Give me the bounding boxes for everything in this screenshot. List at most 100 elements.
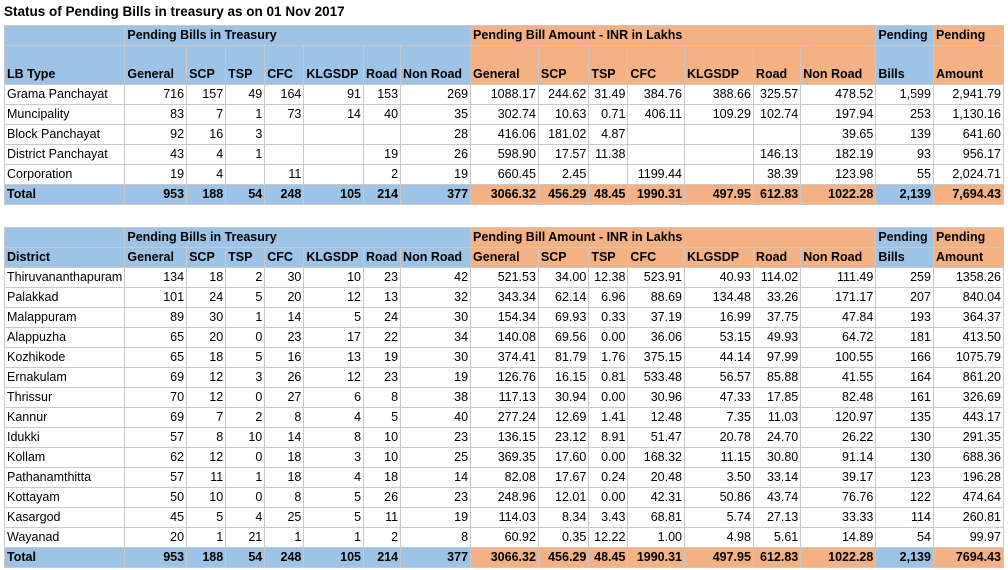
treasury-count-cell: 23 <box>363 267 402 288</box>
amount-value-cell: 82.08 <box>470 467 539 488</box>
amount-value-cell: 44.14 <box>684 347 754 368</box>
amount-value-cell: 182.19 <box>800 144 877 165</box>
pending-amount-cell: 2,024.71 <box>932 164 1005 185</box>
amount-value-cell: 0.71 <box>588 104 629 125</box>
treasury-count-cell: 13 <box>363 287 402 308</box>
treasury-count-cell: 11 <box>264 164 305 185</box>
treasury-count-cell: 5 <box>303 507 365 528</box>
treasury-count-cell: 7 <box>186 407 227 428</box>
amount-value-cell: 40.93 <box>684 267 754 288</box>
amount-value-cell: 325.57 <box>752 84 802 105</box>
pending-amount-header-top: Pending <box>932 227 1005 248</box>
treasury-count-cell: 62 <box>124 447 188 468</box>
amount-value-cell: 37.75 <box>752 307 802 328</box>
treasury-count-cell: 1 <box>303 527 365 548</box>
amount-value-cell: 26.22 <box>800 427 877 448</box>
treasury-count-cell: 248 <box>264 547 305 568</box>
group-header-row: Pending Bills in Treasury Pending Bill Am… <box>3 25 1005 46</box>
amount-value-cell: 0.33 <box>588 307 629 328</box>
amount-value-cell: 64.72 <box>800 327 877 348</box>
treasury-count-cell: 23 <box>363 367 402 388</box>
amount-column-header: Non Road <box>800 45 877 85</box>
amount-value-cell: 69.93 <box>537 307 590 328</box>
amount-value-cell: 88.69 <box>627 287 685 308</box>
amount-value-cell: 11.03 <box>752 407 802 428</box>
amount-value-cell: 171.17 <box>800 287 877 308</box>
amount-value-cell: 12.22 <box>588 527 629 548</box>
amount-value-cell: 56.57 <box>684 367 754 388</box>
treasury-count-cell: 269 <box>400 84 472 105</box>
treasury-count-cell: 25 <box>264 507 305 528</box>
amount-value-cell: 20.78 <box>684 427 754 448</box>
pending-amount-cell: 861.20 <box>932 367 1005 388</box>
amount-value-cell: 388.66 <box>684 84 754 105</box>
treasury-count-cell: 38 <box>400 387 472 408</box>
treasury-count-cell: 30 <box>186 307 227 328</box>
amount-value-cell: 181.02 <box>537 124 590 145</box>
treasury-count-cell: 248 <box>264 184 305 205</box>
amount-value-cell: 369.35 <box>470 447 539 468</box>
amount-value-cell: 11.15 <box>684 447 754 468</box>
amount-value-cell: 146.13 <box>752 144 802 165</box>
treasury-count-cell <box>303 164 365 185</box>
treasury-count-cell: 19 <box>124 164 188 185</box>
treasury-count-cell: 4 <box>186 164 227 185</box>
row-name: Kozhikode <box>3 347 126 368</box>
treasury-count-cell: 13 <box>303 347 365 368</box>
treasury-count-cell <box>264 124 305 145</box>
treasury-count-cell: 54 <box>225 184 266 205</box>
treasury-count-cell: 134 <box>124 267 188 288</box>
amount-value-cell: 60.92 <box>470 527 539 548</box>
pending-amount-cell: 7694.43 <box>932 547 1005 568</box>
treasury-count-cell <box>363 124 402 145</box>
amount-value-cell: 102.74 <box>752 104 802 125</box>
treasury-count-cell: 1 <box>186 527 227 548</box>
amount-value-cell: 277.24 <box>470 407 539 428</box>
treasury-count-cell: 2 <box>363 527 402 548</box>
pending-amount-header: Amount <box>932 45 1005 85</box>
treasury-count-cell: 12 <box>186 367 227 388</box>
treasury-count-cell: 14 <box>264 307 305 328</box>
amount-value-cell: 0.00 <box>588 327 629 348</box>
treasury-count-cell: 2 <box>363 164 402 185</box>
amount-value-cell: 612.83 <box>752 547 802 568</box>
column-header-row: District General SCP TSP CFC KLGSDP Road Non Ro… <box>3 247 1005 268</box>
row-name: Ernakulam <box>3 367 126 388</box>
treasury-count-cell: 65 <box>124 347 188 368</box>
treasury-count-cell: 30 <box>264 267 305 288</box>
amount-column-header: TSP <box>588 247 629 268</box>
amount-value-cell: 23.12 <box>537 427 590 448</box>
amount-value-cell: 39.65 <box>800 124 877 145</box>
table-row: Kasargod 45 5 4 25 5 11 19 114.03 8.34 3.43 68.81 5.… <box>3 507 1005 528</box>
pending-bills-cell: 207 <box>875 287 934 308</box>
amount-value-cell: 12.48 <box>627 407 685 428</box>
amount-value-cell: 47.84 <box>800 307 877 328</box>
treasury-count-cell <box>264 144 305 165</box>
total-label: Total <box>3 184 126 205</box>
treasury-count-cell: 0 <box>225 447 266 468</box>
pending-bills-cell: 130 <box>875 447 934 468</box>
amount-value-cell: 62.14 <box>537 287 590 308</box>
treasury-count-cell: 5 <box>363 407 402 428</box>
pending-bills-cell: 193 <box>875 307 934 328</box>
amount-value-cell: 2.45 <box>537 164 590 185</box>
pending-amount-cell: 474.64 <box>932 487 1005 508</box>
amount-value-cell: 33.26 <box>752 287 802 308</box>
amount-value-cell: 51.47 <box>627 427 685 448</box>
amount-value-cell: 612.83 <box>752 184 802 205</box>
amount-value-cell: 375.15 <box>627 347 685 368</box>
amount-value-cell: 82.48 <box>800 387 877 408</box>
treasury-count-cell: 8 <box>303 427 365 448</box>
amount-value-cell: 660.45 <box>470 164 539 185</box>
treasury-count-cell: 188 <box>186 184 227 205</box>
amount-value-cell: 16.99 <box>684 307 754 328</box>
treasury-count-cell: 716 <box>124 84 188 105</box>
treasury-count-cell: 214 <box>363 184 402 205</box>
amount-value-cell: 0.35 <box>537 527 590 548</box>
amount-value-cell: 49.93 <box>752 327 802 348</box>
amount-value-cell: 497.95 <box>684 547 754 568</box>
treasury-count-cell: 6 <box>303 387 365 408</box>
amount-value-cell: 1990.31 <box>627 184 685 205</box>
amount-value-cell: 1088.17 <box>470 84 539 105</box>
treasury-count-cell: 5 <box>225 347 266 368</box>
